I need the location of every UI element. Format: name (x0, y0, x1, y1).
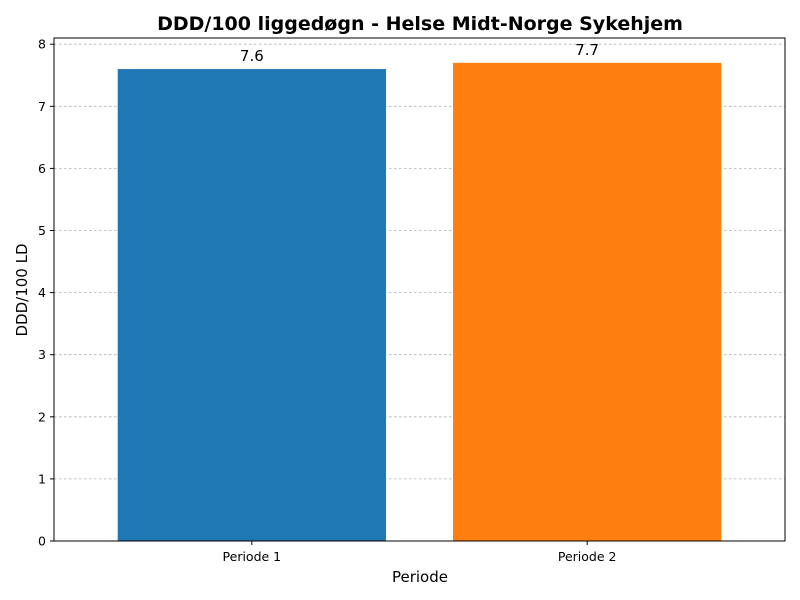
y-ticks: 0 1 2 3 4 5 6 7 8 (38, 37, 54, 549)
bar-2 (453, 62, 722, 541)
y-tick-label: 1 (38, 471, 46, 486)
bar-1 (117, 69, 386, 542)
chart-title: DDD/100 liggedøgn - Helse Midt-Norge Syk… (157, 13, 683, 35)
x-ticks: Periode 1 Periode 2 (223, 541, 617, 564)
x-tick-label: Periode 1 (223, 549, 282, 564)
bar-value-label: 7.6 (240, 47, 264, 65)
y-axis-label: DDD/100 LD (13, 243, 31, 336)
y-tick-label: 7 (38, 99, 46, 114)
x-axis-label: Periode (392, 568, 448, 586)
y-tick-label: 6 (38, 161, 46, 176)
x-tick-label: Periode 2 (558, 549, 617, 564)
y-tick-label: 3 (38, 347, 46, 362)
bars (117, 62, 722, 542)
y-tick-label: 8 (38, 37, 46, 52)
y-tick-label: 0 (38, 534, 46, 549)
data-labels: 7.6 7.7 (240, 41, 599, 65)
plot-frame (53, 37, 786, 542)
y-tick-label: 4 (38, 285, 46, 300)
y-tick-label: 2 (38, 409, 46, 424)
y-tick-label: 5 (38, 223, 46, 238)
bar-value-label: 7.7 (575, 41, 599, 59)
